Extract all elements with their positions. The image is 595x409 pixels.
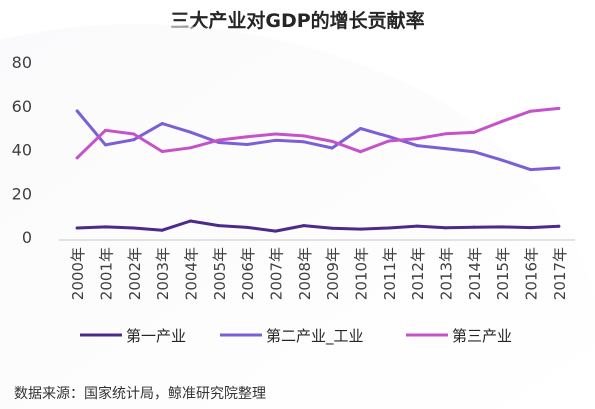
x-tick-label: 2012年 [409, 247, 427, 300]
legend-label-3: 第三产业 [452, 327, 512, 345]
series-3-point [104, 128, 107, 132]
x-tick-label: 2000年 [69, 247, 87, 300]
series-3-point [387, 139, 391, 143]
x-tick-label: 2015年 [494, 247, 512, 300]
series-2-point [330, 146, 334, 150]
series-2-point [75, 109, 79, 113]
x-tick-label: 2011年 [381, 247, 399, 300]
series-3-point [75, 156, 79, 160]
series-2-point [104, 143, 107, 147]
series-1-point [132, 226, 136, 230]
series-1-point [75, 226, 79, 230]
chart-title: 三大产业对GDP的增长贡献率 [170, 10, 425, 32]
source-note: 数据来源：国家统计局，鲸准研究院整理 [14, 386, 266, 402]
series-2-point [415, 144, 419, 148]
series-1-point [274, 229, 277, 233]
series-1-point [529, 226, 532, 230]
x-tick-label: 2017年 [551, 247, 569, 300]
series-line-1 [75, 219, 561, 233]
x-tick-label: 2016年 [523, 247, 541, 300]
series-1-point [557, 224, 561, 228]
series-3-point [444, 132, 447, 136]
background-swoosh [0, 24, 595, 409]
y-tick-label: 0 [22, 228, 32, 247]
x-tick-label: 2010年 [353, 247, 371, 300]
series-2-point [444, 147, 447, 151]
x-tick-label: 2013年 [438, 247, 456, 300]
legend: 第一产业 第二产业_工业 第三产业 [80, 327, 512, 346]
series-1-point [104, 225, 107, 229]
series-3-point [217, 138, 221, 142]
x-axis: 2000年 2001年 2002年 2003年 2004年 2005年 2006年 2007年… [69, 247, 569, 300]
series-2-point [472, 150, 476, 154]
series-2-point [132, 138, 136, 142]
series-3-point [359, 150, 362, 154]
series-2-point [387, 135, 391, 139]
legend-label-1: 第一产业 [126, 327, 186, 345]
series-2-point [529, 168, 532, 172]
series-2-point [274, 138, 277, 142]
y-tick-label: 60 [12, 97, 32, 116]
series-1-point [189, 219, 192, 223]
series-3-point [160, 149, 164, 153]
series-1-point [245, 225, 249, 229]
series-2-point [359, 127, 362, 130]
series-3-point [472, 130, 476, 134]
series-1-point [387, 226, 391, 230]
y-axis: 0 20 40 60 80 [12, 53, 32, 247]
series-3-point [189, 146, 192, 150]
legend-label-2: 第二产业_工业 [266, 327, 364, 346]
series-3-point [529, 109, 532, 113]
x-tick-label: 2004年 [183, 247, 201, 300]
series-1-point [330, 226, 334, 230]
series-3-point [500, 119, 504, 123]
series-3-point [557, 106, 561, 110]
series-3-point [274, 132, 277, 136]
series-1-point [472, 225, 476, 229]
series-1-point [359, 227, 362, 231]
x-tick-label: 2005年 [211, 247, 229, 300]
y-tick-label: 20 [12, 184, 32, 203]
series-2-point [160, 121, 164, 125]
series-2-point [245, 142, 249, 146]
series-1-point [160, 228, 164, 232]
x-tick-label: 2007年 [268, 247, 286, 300]
series-2-point [189, 130, 192, 134]
series-line-2 [75, 109, 561, 172]
y-tick-label: 80 [12, 53, 32, 72]
x-tick-label: 2006年 [239, 247, 257, 300]
x-tick-label: 2009年 [324, 247, 342, 300]
series-1-point [302, 224, 306, 228]
series-2-point [500, 158, 504, 162]
series-3-point [302, 134, 306, 138]
series-1-point [444, 226, 447, 230]
series-lines [75, 106, 561, 233]
x-tick-label: 2003年 [154, 247, 172, 300]
x-tick-label: 2002年 [126, 247, 144, 300]
series-2-point [302, 140, 306, 144]
series-3-point [132, 132, 136, 136]
series-1-point [500, 225, 504, 229]
series-3-point [245, 135, 249, 139]
x-tick-label: 2008年 [296, 247, 314, 300]
series-1-point [415, 224, 419, 228]
series-1-point [217, 224, 221, 228]
series-2-point [557, 166, 561, 170]
x-tick-label: 2001年 [98, 247, 116, 300]
series-3-point [415, 137, 419, 141]
series-line-3 [75, 106, 561, 160]
x-tick-label: 2014年 [466, 247, 484, 300]
y-tick-label: 40 [12, 141, 32, 160]
series-3-point [330, 139, 334, 143]
